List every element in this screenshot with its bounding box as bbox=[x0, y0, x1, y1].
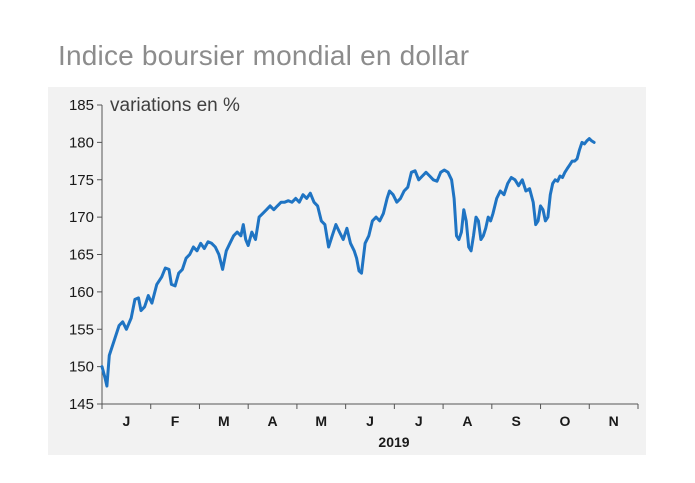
y-tick-label: 150 bbox=[69, 359, 94, 376]
y-axis-labels: 145 150 155 160 165 170 175 180 185 bbox=[69, 97, 94, 413]
x-tick-label: M bbox=[315, 413, 327, 429]
year-label: 2019 bbox=[378, 434, 409, 450]
chart-title: Indice boursier mondial en dollar bbox=[58, 40, 470, 71]
x-tick-label: N bbox=[609, 413, 619, 429]
x-tick-label: J bbox=[366, 413, 374, 429]
y-tick-label: 180 bbox=[69, 134, 94, 151]
y-tick-label: 145 bbox=[69, 396, 94, 413]
x-tick-label: S bbox=[512, 413, 521, 429]
x-tick-label: A bbox=[267, 413, 277, 429]
unit-label: variations en % bbox=[110, 95, 240, 116]
y-tick-label: 155 bbox=[69, 321, 94, 338]
x-tick-label: M bbox=[218, 413, 230, 429]
y-tick-label: 165 bbox=[69, 247, 94, 264]
x-tick-label: J bbox=[122, 413, 130, 429]
chart-axes bbox=[97, 104, 639, 409]
x-tick-label: J bbox=[415, 413, 423, 429]
y-tick-label: 170 bbox=[69, 209, 94, 226]
x-tick-label: A bbox=[462, 413, 472, 429]
y-tick-label: 175 bbox=[69, 172, 94, 189]
x-tick-label: O bbox=[559, 413, 570, 429]
x-tick-label: F bbox=[171, 413, 180, 429]
series-line bbox=[100, 137, 596, 388]
y-tick-label: 160 bbox=[69, 284, 94, 301]
y-tick-label: 185 bbox=[69, 97, 94, 114]
